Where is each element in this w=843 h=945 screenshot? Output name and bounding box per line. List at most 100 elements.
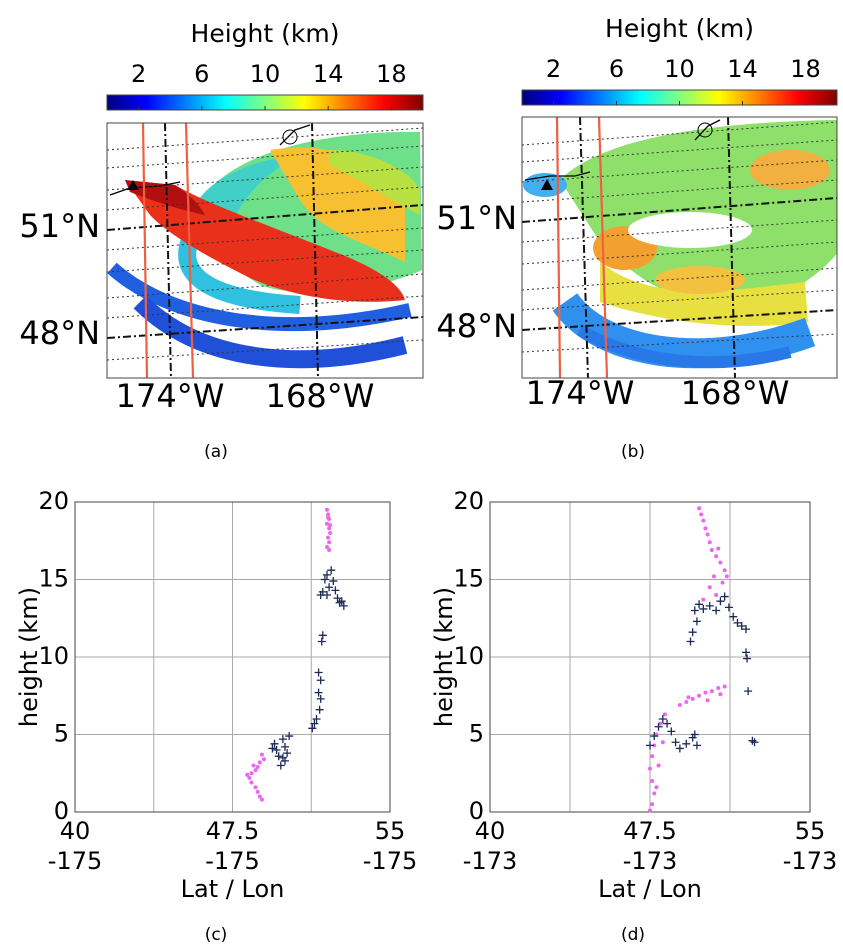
colorbar-tick-label: 10 xyxy=(250,60,281,88)
point xyxy=(650,802,655,807)
point xyxy=(714,593,719,597)
point xyxy=(716,597,725,606)
colorbar-tick-label: 18 xyxy=(790,55,821,83)
point xyxy=(690,696,695,701)
point xyxy=(707,540,712,545)
point xyxy=(328,531,333,535)
x-tick-label: 40 xyxy=(475,817,506,845)
colorbar-tick-label: 6 xyxy=(609,55,624,83)
colorbar-tick-label: 6 xyxy=(194,60,209,88)
point xyxy=(249,771,254,776)
point xyxy=(327,548,332,553)
point xyxy=(699,512,704,517)
y-tick-label: 0 xyxy=(54,797,69,825)
point xyxy=(699,604,708,613)
lon-label: 168°W xyxy=(681,374,790,412)
point xyxy=(684,699,689,704)
point xyxy=(724,603,733,612)
point xyxy=(646,741,654,750)
point xyxy=(253,785,258,790)
point xyxy=(253,768,258,773)
lat-label: 48°N xyxy=(436,307,517,345)
point xyxy=(274,752,283,761)
point xyxy=(329,577,338,586)
y-tick-label: 0 xyxy=(469,797,484,825)
x-tick-label: 40 xyxy=(60,817,91,845)
y-tick-label: 10 xyxy=(453,642,484,670)
point xyxy=(658,715,667,723)
point xyxy=(247,775,252,780)
point xyxy=(262,757,266,762)
point xyxy=(712,574,716,579)
point xyxy=(276,761,285,770)
point xyxy=(709,689,714,694)
point xyxy=(308,724,317,733)
point xyxy=(733,618,742,627)
colorbar-tick-label: 2 xyxy=(546,55,561,83)
caption: (a) xyxy=(204,442,228,462)
caption: (c) xyxy=(205,925,228,945)
point xyxy=(314,668,323,677)
colorbar-title: Height (km) xyxy=(605,14,754,43)
point xyxy=(712,606,721,615)
point xyxy=(690,606,699,615)
point xyxy=(316,591,325,599)
point xyxy=(316,694,325,703)
y-tick-label: 5 xyxy=(469,720,484,748)
point xyxy=(326,515,331,520)
point xyxy=(259,752,264,757)
point xyxy=(742,648,750,657)
point xyxy=(326,512,331,517)
point xyxy=(742,625,750,634)
point xyxy=(686,695,691,700)
point xyxy=(268,744,277,753)
y-tick-label: 20 xyxy=(453,487,484,515)
x-axis-label: Lat / Lon xyxy=(181,875,285,903)
point xyxy=(272,746,281,754)
point xyxy=(310,719,319,728)
y-tick-label: 20 xyxy=(38,487,69,515)
x-axis-label: Lat / Lon xyxy=(598,875,702,903)
point xyxy=(257,760,262,765)
point xyxy=(707,585,712,590)
point xyxy=(255,789,260,794)
point xyxy=(325,521,329,526)
map-b xyxy=(522,117,837,378)
point xyxy=(709,548,714,553)
map-frame xyxy=(521,116,838,379)
point xyxy=(722,568,727,573)
point xyxy=(720,580,725,585)
point xyxy=(701,518,706,523)
plot-frame xyxy=(74,501,391,813)
point xyxy=(333,594,342,603)
point xyxy=(259,797,264,802)
point xyxy=(703,526,708,531)
colorbar-tick-label: 14 xyxy=(727,55,758,83)
point xyxy=(249,780,254,785)
point xyxy=(697,693,702,698)
point xyxy=(701,597,706,602)
point xyxy=(318,631,327,640)
point xyxy=(314,688,323,697)
point xyxy=(729,612,738,621)
x-tick-label: 55 xyxy=(795,817,826,845)
point xyxy=(328,523,333,528)
point xyxy=(697,506,702,511)
x-tick-label-lon: -173 xyxy=(623,847,677,875)
point xyxy=(648,808,652,813)
point xyxy=(703,690,708,695)
point xyxy=(320,575,329,584)
y-tick-label: 15 xyxy=(453,565,484,593)
point xyxy=(656,763,661,768)
point xyxy=(677,703,682,708)
point xyxy=(315,705,324,714)
point xyxy=(718,692,723,697)
y-axis-label: height (km) xyxy=(15,587,43,727)
colorbar-tick-label: 18 xyxy=(376,60,407,88)
point xyxy=(325,507,329,512)
point xyxy=(337,597,346,606)
point xyxy=(316,676,325,685)
x-tick-label-lon: -175 xyxy=(48,847,102,875)
point xyxy=(654,785,659,790)
